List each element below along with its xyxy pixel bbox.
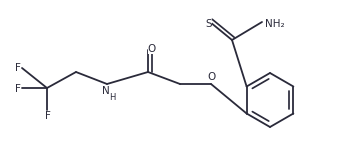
Text: S: S [206, 19, 212, 29]
Text: F: F [45, 111, 51, 121]
Text: N: N [102, 86, 110, 96]
Text: H: H [109, 93, 115, 102]
Text: F: F [15, 84, 21, 94]
Text: F: F [15, 63, 21, 73]
Text: O: O [207, 72, 215, 82]
Text: NH₂: NH₂ [265, 19, 285, 29]
Text: O: O [148, 44, 156, 54]
